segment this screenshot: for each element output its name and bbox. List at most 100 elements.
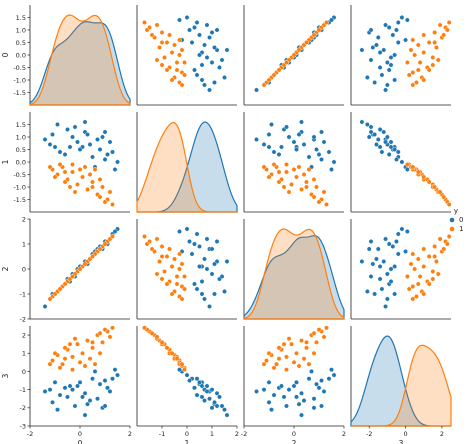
point-0-21-r2-c1 [209, 246, 215, 252]
point-1-18-r0-c3 [421, 32, 427, 38]
point-0-2-r3-c2 [266, 379, 272, 385]
point-1-24-r2-c0 [47, 296, 53, 302]
point-1-7-r3-c0 [85, 338, 90, 343]
point-1-22-r0-c3 [408, 47, 414, 53]
xtick-label-0-2: 2 [128, 430, 132, 438]
point-0-24-r1-c3 [392, 147, 398, 152]
point-1-24-r2-c3 [410, 296, 416, 302]
point-0-27-r1-c2 [279, 144, 284, 150]
point-0-20-r2-c3 [370, 261, 376, 267]
point-1-28-r2-c0 [110, 234, 115, 239]
point-1-6-r0-c1 [169, 50, 175, 55]
point-1-24-r0-c3 [410, 82, 416, 88]
point-1-4-r2-c3 [417, 274, 423, 279]
ylabel-1: 1 [1, 159, 10, 164]
point-1-25-r3-c2 [311, 330, 317, 336]
point-1-25-r1-c2 [311, 194, 317, 200]
ytick-label-0-2: -0.5 [13, 64, 26, 72]
ytick-label-3-1: -2 [20, 404, 26, 412]
ytick-label-1-4: 0.5 [16, 146, 26, 154]
point-0-28-r3-c0 [82, 412, 88, 418]
point-0-18-r3-c2 [269, 407, 274, 413]
point-0-23-r3-c0 [50, 399, 55, 405]
point-0-3-r0-c1 [194, 72, 200, 78]
ytick-label-2-4: 2 [22, 215, 26, 223]
ytick-label-3-0: -3 [20, 422, 26, 430]
point-0-12-r3-c0 [95, 396, 100, 402]
point-0-8-r3-c0 [80, 394, 85, 400]
point-1-17-r1-c0 [92, 167, 98, 172]
point-1-16-r3-c0 [87, 356, 93, 362]
point-1-13-r1-c0 [62, 179, 68, 185]
point-0-1-r0-c1 [202, 82, 207, 88]
ytick-label-0-4: 0.5 [16, 39, 26, 47]
ytick-label-3-3: 0 [22, 368, 26, 376]
point-0-9-r0-c3 [381, 47, 387, 53]
point-0-27-r2-c1 [199, 279, 205, 284]
point-1-7-r2-c1 [157, 259, 162, 264]
point-0-10-r2-c3 [374, 256, 379, 262]
point-0-29-r0-c1 [214, 27, 220, 33]
point-0-10-r2-c1 [202, 256, 207, 262]
point-1-15-r3-c0 [77, 359, 83, 365]
point-0-16-r3-c1 [194, 376, 200, 382]
point-1-5-r2-c3 [430, 269, 436, 274]
point-1-14-r1-c0 [72, 189, 78, 195]
point-1-18-r3-c0 [97, 350, 103, 356]
point-1-23-r3-c2 [321, 334, 327, 340]
point-1-21-r0-c1 [159, 62, 165, 68]
point-0-16-r2-c1 [194, 231, 200, 237]
xtick-label-1-1: 0 [185, 430, 189, 438]
xtick-label-3-2: 2 [440, 430, 444, 438]
point-0-12-r3-c2 [311, 396, 317, 402]
point-0-1-r1-c0 [47, 142, 53, 147]
point-1-25-r2-c1 [149, 246, 155, 252]
point-1-25-r3-c0 [97, 330, 103, 336]
point-0-16-r3-c0 [110, 376, 115, 382]
point-1-23-r1-c2 [321, 189, 327, 195]
point-1-28-r1-c2 [324, 202, 329, 207]
point-0-8-r3-c1 [199, 394, 205, 400]
point-0-24-r2-c1 [197, 264, 202, 269]
point-1-26-r3-c0 [62, 356, 68, 362]
point-0-16-r1-c2 [326, 149, 332, 155]
point-1-5-r0-c1 [162, 55, 167, 60]
point-1-10-r2-c1 [159, 244, 165, 249]
point-0-11-r0-c3 [395, 40, 401, 45]
point-0-26-r0-c1 [177, 17, 182, 23]
point-1-13-r1-c2 [276, 179, 282, 185]
xtick-label-1-2: 1 [210, 430, 214, 438]
point-0-0-r2-c0 [42, 304, 48, 309]
point-1-27-r2-c3 [432, 254, 438, 259]
point-0-23-r2-c1 [212, 291, 217, 297]
point-1-5-r3-c2 [289, 341, 294, 347]
point-1-19-r0-c2 [316, 27, 322, 33]
point-1-29-r3-c2 [284, 367, 289, 373]
point-0-21-r3-c1 [209, 405, 215, 411]
point-1-17-r0-c3 [410, 37, 416, 43]
point-0-28-r0-c3 [359, 47, 365, 53]
point-1-21-r0-c3 [430, 62, 436, 68]
point-1-4-r3-c2 [284, 354, 289, 360]
point-1-27-r0-c2 [304, 40, 309, 45]
point-1-20-r3-c1 [169, 350, 175, 356]
point-0-12-r3-c1 [207, 396, 212, 402]
point-0-2-r2-c1 [199, 291, 205, 297]
kde-1-var-1 [136, 121, 237, 213]
point-0-5-r3-c0 [65, 394, 70, 400]
point-0-28-r1-c0 [82, 119, 88, 125]
point-0-6-r1-c0 [70, 134, 75, 140]
point-1-4-r0-c3 [417, 60, 423, 65]
point-0-0-r3-c0 [42, 389, 48, 394]
point-0-28-r1-c3 [359, 119, 365, 125]
point-0-18-r0-c3 [364, 75, 370, 80]
point-0-14-r0-c3 [394, 27, 399, 33]
point-0-28-r3-c2 [299, 412, 304, 418]
point-0-7-r1-c0 [75, 139, 80, 145]
ytick-label-3-2: -1 [20, 386, 26, 394]
point-0-27-r3-c0 [67, 383, 73, 389]
legend-title: y [454, 207, 458, 215]
point-1-10-r1-c2 [314, 184, 319, 190]
point-1-0-r0-c3 [414, 80, 419, 85]
point-1-15-r2-c1 [177, 266, 182, 272]
